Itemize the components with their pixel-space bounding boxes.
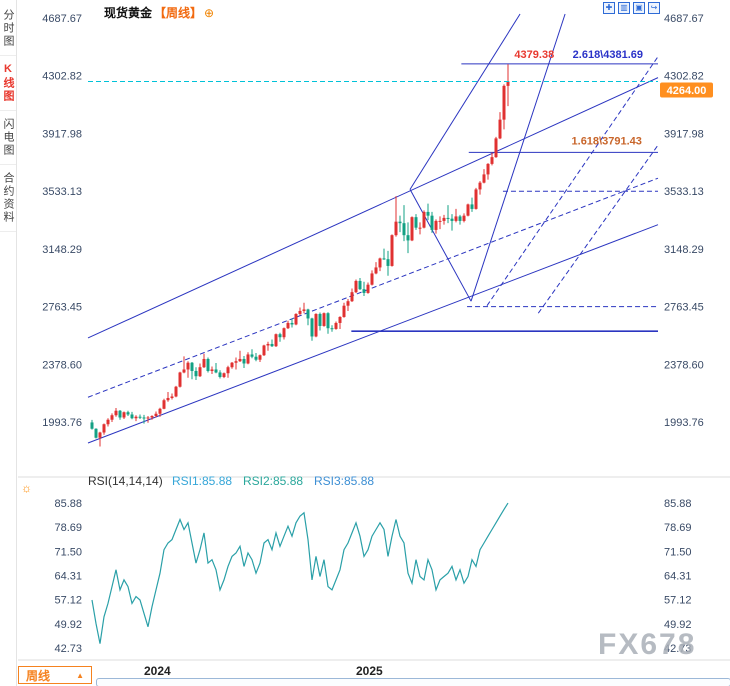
svg-text:2378.60: 2378.60 <box>42 359 82 371</box>
trend-lines <box>87 13 659 444</box>
rsi-label: RSI(14,14,14) <box>88 474 163 488</box>
svg-text:78.69: 78.69 <box>664 522 692 534</box>
horizontal-scrollbar[interactable] <box>96 678 730 686</box>
rsi3-value: RSI3:85.88 <box>314 474 375 488</box>
svg-text:64.31: 64.31 <box>54 570 82 582</box>
price-axis-labels: 4687.67 4687.67 4302.82 4302.82 3917.98 3917.… <box>42 13 704 429</box>
svg-text:2378.60: 2378.60 <box>664 359 704 371</box>
chart-toolbar: ✚ ▥ ▣ ↪ <box>603 2 660 14</box>
svg-text:57.12: 57.12 <box>664 595 692 607</box>
chevron-up-icon: ▲ <box>76 670 84 680</box>
sidebar-tab-kline[interactable]: K线图 <box>0 59 16 111</box>
svg-text:4302.82: 4302.82 <box>42 71 82 83</box>
svg-text:42.73: 42.73 <box>664 643 692 655</box>
current-price-marker: 4264.00 <box>88 81 713 98</box>
indicator-grid-icon[interactable]: ▥ <box>618 2 630 14</box>
rsi-pane: 85.88 85.88 78.69 78.69 71.50 71.50 64.31 64.31… <box>54 498 691 655</box>
period-tag: 【周线】 <box>154 6 203 20</box>
svg-text:64.31: 64.31 <box>664 570 692 582</box>
sidebar-tab-contract-info[interactable]: 合约资料 <box>0 168 16 232</box>
annotation-labels: 4379.38 2.618\4381.69 1.618\3791.43 <box>514 49 643 147</box>
svg-text:3533.13: 3533.13 <box>664 186 704 198</box>
svg-text:42.73: 42.73 <box>54 643 82 655</box>
svg-text:2025: 2025 <box>356 664 383 678</box>
sidebar-tab-lightning[interactable]: 闪电图 <box>0 114 16 165</box>
pane-dividers <box>18 476 730 661</box>
period-dropdown-label: 周线 <box>26 668 51 683</box>
svg-text:1993.76: 1993.76 <box>664 417 704 429</box>
watermark: FX678 <box>598 628 697 661</box>
svg-text:85.88: 85.88 <box>664 498 692 510</box>
svg-text:1993.76: 1993.76 <box>42 417 82 429</box>
candlesticks <box>90 64 510 447</box>
rsi-settings-icon[interactable]: ☼ <box>21 481 32 495</box>
chart-type-sidebar: 分时图 K线图 闪电图 合约资料 <box>0 0 17 686</box>
svg-text:4302.82: 4302.82 <box>664 71 704 83</box>
svg-text:2763.45: 2763.45 <box>664 302 704 314</box>
svg-text:4687.67: 4687.67 <box>664 13 704 25</box>
x-axis-year-labels: 2024 2025 <box>144 664 383 678</box>
svg-text:1.618\3791.43: 1.618\3791.43 <box>572 135 642 147</box>
svg-text:4264.00: 4264.00 <box>667 85 707 97</box>
pop-out-icon[interactable]: ↪ <box>648 2 660 14</box>
svg-text:3917.98: 3917.98 <box>42 128 82 140</box>
svg-text:3533.13: 3533.13 <box>42 186 82 198</box>
svg-text:78.69: 78.69 <box>54 522 82 534</box>
svg-text:2.618\4381.69: 2.618\4381.69 <box>573 49 643 61</box>
sidebar-tab-time-share[interactable]: 分时图 <box>0 5 16 56</box>
chart-style-icon[interactable]: ▣ <box>633 2 645 14</box>
svg-text:3148.29: 3148.29 <box>42 244 82 256</box>
svg-text:71.50: 71.50 <box>664 546 692 558</box>
svg-text:49.92: 49.92 <box>54 619 82 631</box>
svg-text:49.92: 49.92 <box>664 619 692 631</box>
new-pane-icon[interactable]: ✚ <box>603 2 615 14</box>
svg-text:2024: 2024 <box>144 664 171 678</box>
symbol-name: 现货黄金 <box>104 6 153 20</box>
svg-text:3148.29: 3148.29 <box>664 244 704 256</box>
svg-text:2763.45: 2763.45 <box>42 302 82 314</box>
svg-text:4379.38: 4379.38 <box>514 49 554 61</box>
period-dropdown[interactable]: 周线 ▲ <box>18 666 92 684</box>
rsi1-value: RSI1:85.88 <box>172 474 233 488</box>
svg-text:4687.67: 4687.67 <box>42 13 82 25</box>
chart-title: 现货黄金 【周线】 ⊕ <box>104 4 214 21</box>
add-compare-icon[interactable]: ⊕ <box>204 5 215 20</box>
svg-text:85.88: 85.88 <box>54 498 82 510</box>
svg-text:57.12: 57.12 <box>54 595 82 607</box>
svg-text:71.50: 71.50 <box>54 546 82 558</box>
svg-text:3917.98: 3917.98 <box>664 128 704 140</box>
rsi2-value: RSI2:85.88 <box>243 474 304 488</box>
